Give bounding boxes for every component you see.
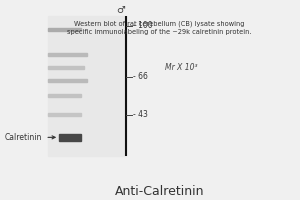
Bar [59, 134, 81, 141]
Text: - 100: - 100 [133, 21, 153, 30]
Text: - 66: - 66 [133, 72, 148, 81]
Bar [48, 53, 87, 56]
Bar [48, 113, 81, 116]
Bar [48, 79, 87, 82]
Bar [48, 28, 81, 31]
Text: ♂: ♂ [116, 5, 125, 15]
Text: Mr X 10³: Mr X 10³ [165, 63, 197, 72]
Bar [48, 66, 84, 69]
Text: Western blot of rat cerebellum (CB) lysate showing
specific immunolabeling of th: Western blot of rat cerebellum (CB) lysa… [67, 20, 252, 35]
Bar [48, 94, 81, 97]
Text: - 43: - 43 [133, 110, 148, 119]
Text: Calretinin: Calretinin [5, 133, 55, 142]
Text: Anti-Calretinin: Anti-Calretinin [115, 185, 204, 198]
Bar [48, 16, 126, 156]
